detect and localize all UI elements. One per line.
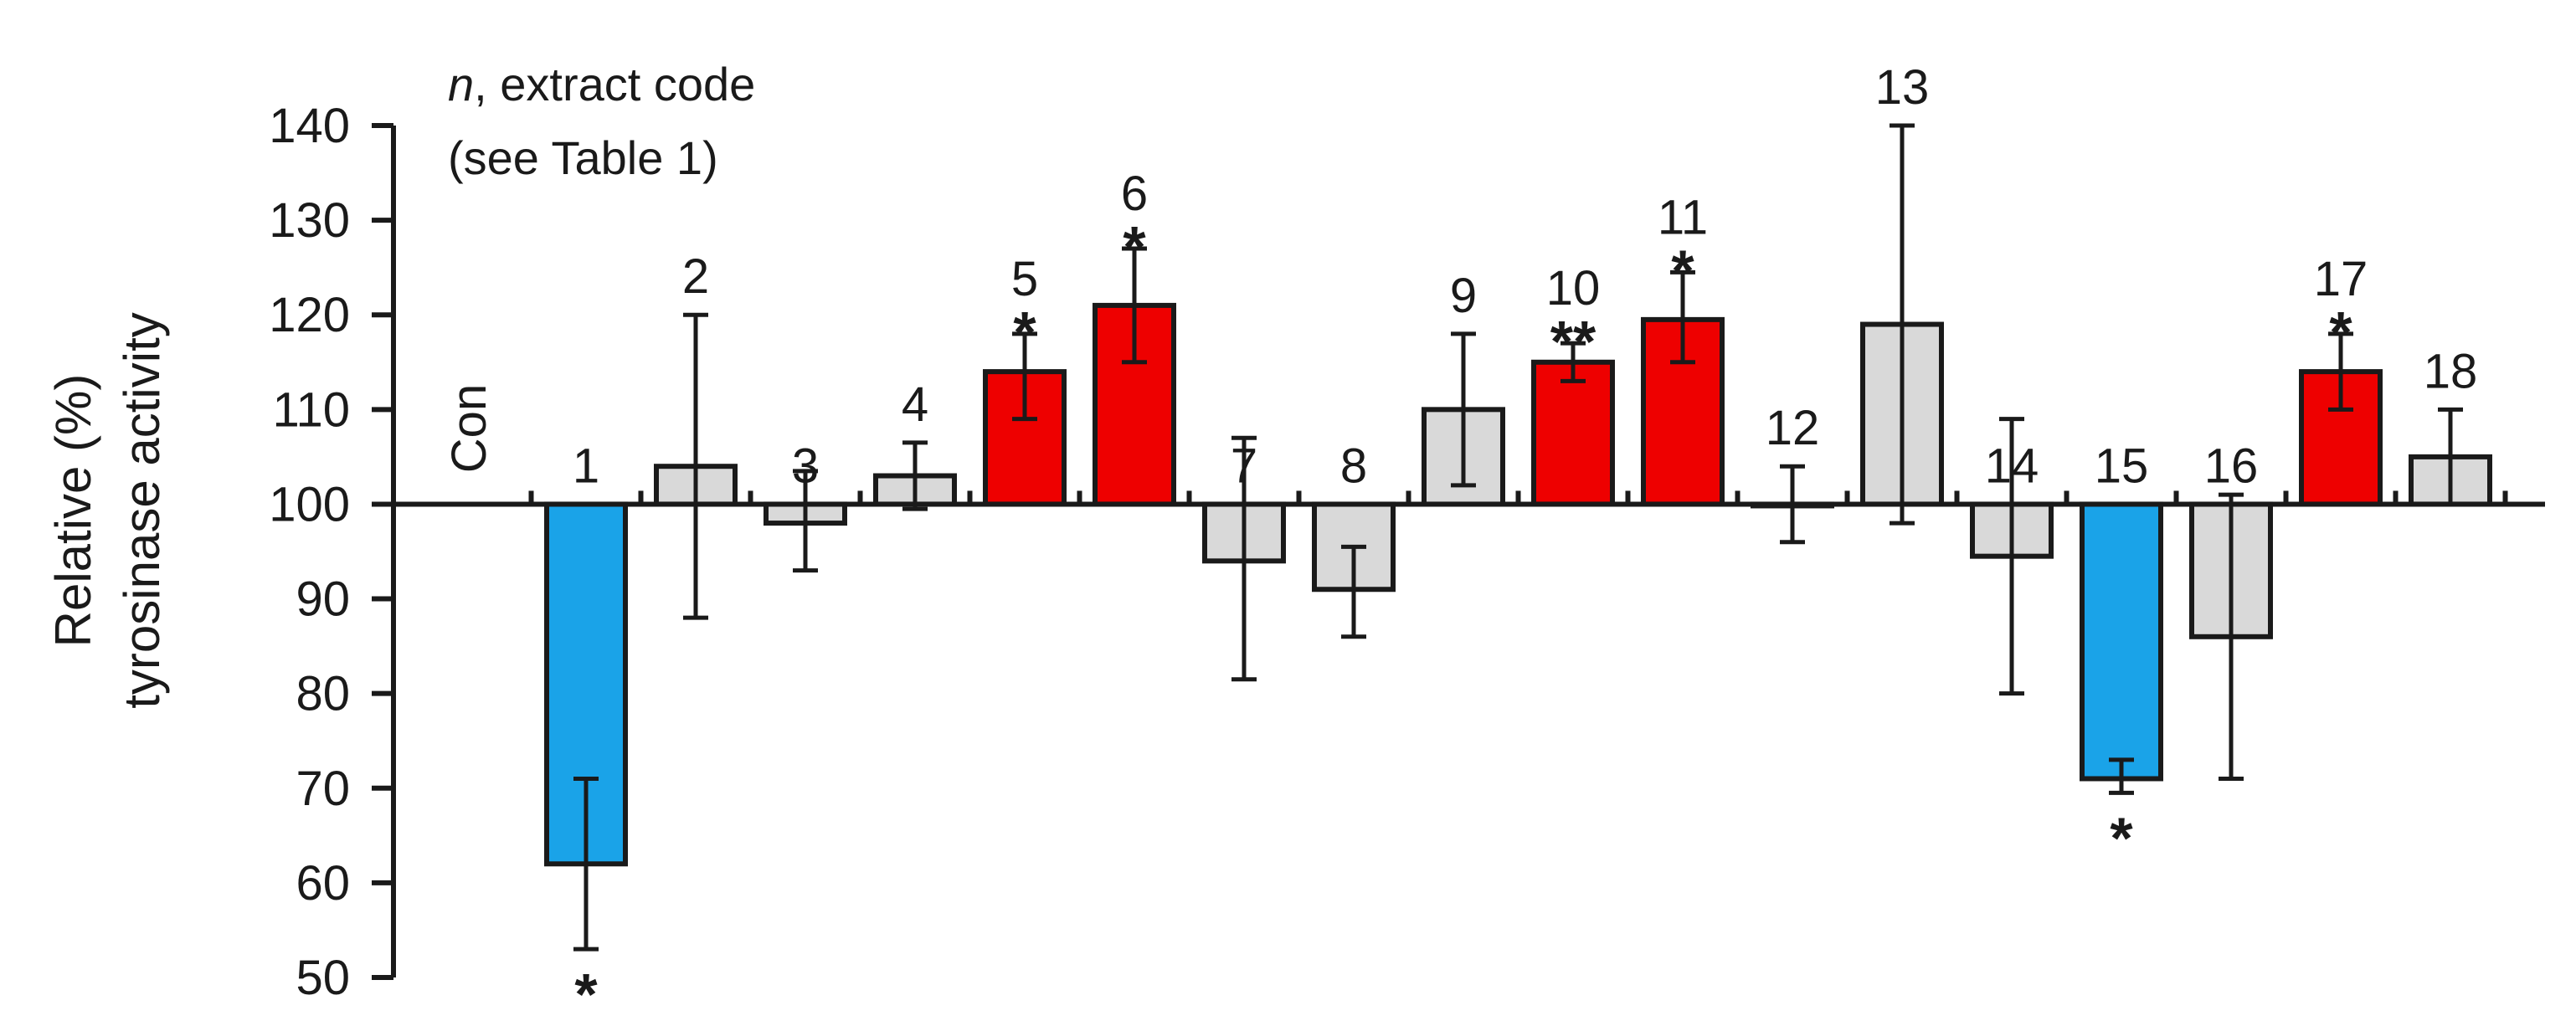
- bar-label: 1: [573, 439, 599, 493]
- annotation-line2: (see Table 1): [448, 131, 718, 184]
- significance-marker: *: [574, 962, 598, 1021]
- bar-label: 2: [682, 249, 709, 304]
- significance-marker: *: [2329, 300, 2352, 365]
- significance-marker: *: [1123, 214, 1146, 280]
- bar-label: 15: [2095, 439, 2149, 493]
- y-axis-label-line2: tyrosinase activity: [114, 312, 170, 709]
- y-tick-label: 130: [269, 193, 350, 248]
- significance-marker: **: [1550, 309, 1597, 374]
- bar-label: 4: [902, 377, 928, 432]
- bar-label: 11: [1658, 190, 1708, 244]
- y-tick-label: 80: [296, 667, 350, 721]
- annotation-n: n: [448, 58, 474, 110]
- y-tick-label: 110: [273, 382, 350, 437]
- bar-label: 10: [1546, 261, 1601, 316]
- y-tick-label: 100: [269, 477, 350, 531]
- bar-label: 6: [1121, 167, 1148, 221]
- annotation-extract-code: , extract code: [474, 58, 755, 110]
- baseline-group: [393, 490, 2545, 507]
- y-tick-label: 120: [269, 288, 350, 342]
- control-label: Con: [442, 384, 496, 473]
- y-tick-label: 50: [296, 951, 350, 1005]
- bar-label: 9: [1450, 269, 1477, 323]
- significance-marker: *: [1013, 300, 1036, 365]
- bar-10: [1531, 359, 1615, 507]
- bar-label: 16: [2204, 439, 2259, 493]
- bar-label: 8: [1340, 439, 1367, 493]
- y-tick-label: 60: [296, 856, 350, 911]
- bar-15: [2080, 501, 2163, 782]
- significance-marker: *: [1671, 238, 1694, 303]
- bar-label: 7: [1231, 439, 1257, 493]
- bar-label: 12: [1766, 401, 1820, 455]
- y-axis-label-line1: Relative (%): [45, 374, 101, 648]
- bar-label: 14: [1985, 439, 2039, 493]
- y-tick-label: 90: [296, 572, 350, 627]
- significance-marker: *: [2110, 805, 2133, 870]
- y-tick-label: 140: [269, 99, 350, 153]
- annotation-line1: n, extract code: [448, 58, 755, 110]
- bar-series: [544, 123, 2492, 952]
- y-tick-label: 70: [296, 762, 350, 816]
- bar-label: 18: [2424, 344, 2478, 398]
- bar-label: 13: [1875, 60, 1930, 115]
- bar-label: 5: [1011, 252, 1038, 306]
- bar-label: 3: [792, 439, 819, 493]
- bar-label: 17: [2314, 252, 2368, 306]
- y-axis: 50 60 70 80 90 100 110 120 130 140: [269, 99, 396, 1005]
